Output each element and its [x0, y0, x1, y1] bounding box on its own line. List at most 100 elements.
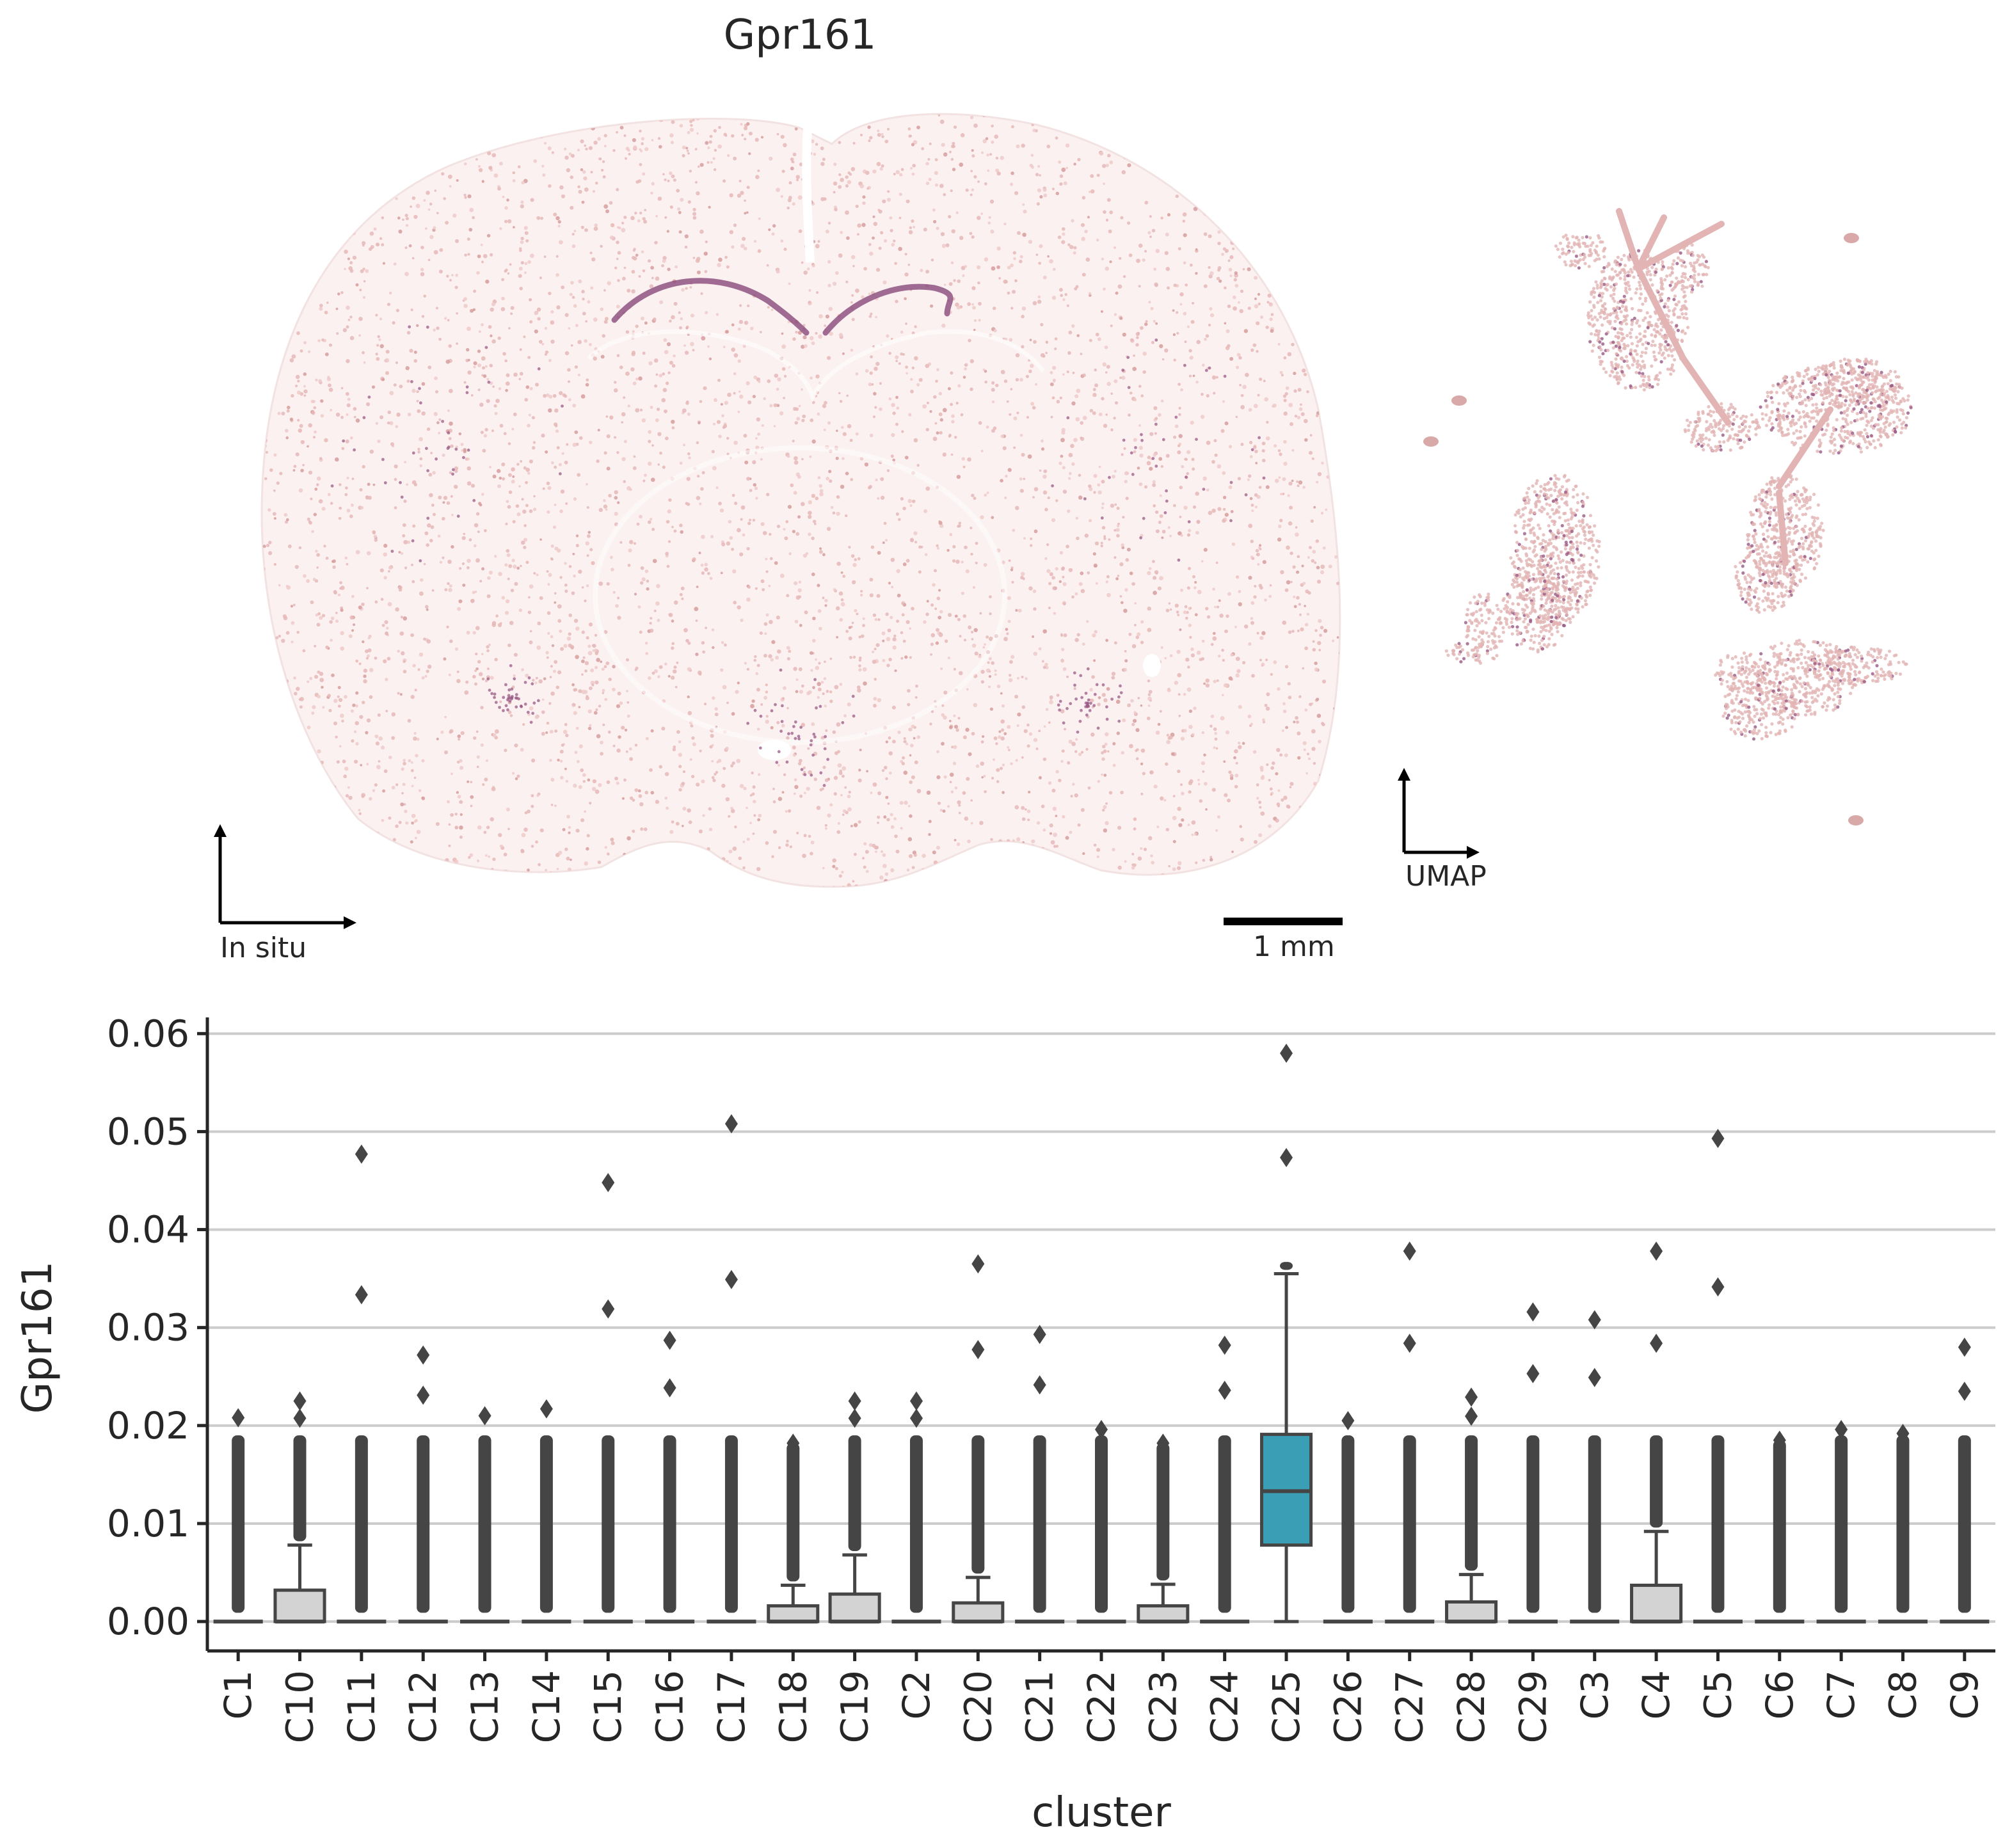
outlier-cluster — [232, 1435, 245, 1613]
x-tick-label: C15 — [586, 1670, 630, 1743]
outlier-cluster — [1711, 1435, 1725, 1613]
box-C14 — [522, 1399, 571, 1624]
box-C6 — [1755, 1430, 1805, 1624]
outlier-point — [1280, 1043, 1293, 1063]
outlier-point — [971, 1340, 985, 1360]
outlier-cluster — [539, 1435, 553, 1613]
box-C29 — [1508, 1302, 1558, 1624]
outlier-cluster — [1156, 1443, 1170, 1581]
box-C5 — [1693, 1129, 1743, 1624]
outlier-point — [1958, 1382, 1971, 1401]
iqr-box — [1630, 1583, 1683, 1623]
outlier-point — [478, 1406, 491, 1426]
x-tick-label: C16 — [648, 1670, 692, 1743]
outlier-point — [602, 1173, 615, 1193]
x-tick-label: C9 — [1943, 1670, 1986, 1719]
x-tick-label: C22 — [1080, 1670, 1123, 1743]
outlier-cluster — [1403, 1435, 1416, 1613]
x-tick-label: C4 — [1634, 1670, 1678, 1719]
outlier-point — [1526, 1302, 1540, 1322]
box-C22 — [1076, 1419, 1126, 1624]
x-tick-label: C11 — [340, 1670, 383, 1743]
box-C2 — [891, 1391, 941, 1624]
iqr-box — [767, 1604, 820, 1623]
y-axis-label: Gpr161 — [14, 1261, 61, 1414]
x-tick-label: C24 — [1203, 1670, 1247, 1743]
outlier-point — [293, 1408, 307, 1428]
box-C19 — [828, 1391, 881, 1624]
outlier-point — [1033, 1325, 1046, 1344]
outlier-point — [909, 1408, 923, 1428]
outlier-cluster — [602, 1435, 615, 1613]
x-tick-label: C19 — [833, 1670, 877, 1743]
outlier-point — [417, 1385, 430, 1405]
outlier-point — [1403, 1334, 1416, 1353]
outlier-point — [1095, 1419, 1108, 1439]
x-tick-label: C29 — [1511, 1670, 1554, 1743]
outlier-point — [724, 1270, 738, 1289]
box-C15 — [583, 1173, 633, 1624]
outlier-point — [786, 1433, 800, 1453]
outlier-point — [1711, 1129, 1725, 1149]
x-tick-label: C8 — [1881, 1670, 1924, 1719]
x-tick-label: C2 — [895, 1670, 938, 1719]
x-tick-label: C1 — [216, 1670, 260, 1719]
box-C16 — [645, 1330, 695, 1624]
outlier-point — [1835, 1419, 1848, 1439]
in-situ-scatter — [214, 113, 1343, 929]
y-tick-label: 0.04 — [107, 1208, 189, 1252]
outlier-point — [1650, 1334, 1663, 1353]
outlier-point — [355, 1285, 368, 1305]
outlier-point — [1896, 1424, 1910, 1444]
outlier-cluster — [1958, 1435, 1971, 1613]
outlier-point — [355, 1144, 368, 1164]
outlier-point — [293, 1391, 307, 1411]
iqr-box — [1445, 1600, 1498, 1623]
outlier-cluster — [663, 1435, 676, 1613]
outlier-cluster — [724, 1435, 738, 1613]
box-C8 — [1878, 1424, 1928, 1624]
outlier-point — [1218, 1335, 1231, 1355]
outlier-cluster — [1280, 1262, 1293, 1270]
outlier-point — [1465, 1406, 1478, 1426]
x-axis-label: cluster — [1032, 1789, 1171, 1836]
outlier-point — [602, 1299, 615, 1319]
x-tick-label: C12 — [401, 1670, 445, 1743]
outlier-point — [1526, 1364, 1540, 1383]
outlier-cluster — [1465, 1435, 1478, 1571]
outlier-cluster — [1896, 1435, 1910, 1613]
box-C27 — [1385, 1241, 1435, 1624]
outlier-point — [1465, 1387, 1478, 1407]
y-tick-label: 0.05 — [107, 1110, 189, 1153]
outlier-point — [971, 1254, 985, 1274]
box-C17 — [707, 1114, 756, 1624]
outlier-point — [1280, 1148, 1293, 1168]
outlier-point — [909, 1391, 923, 1411]
outlier-point — [1588, 1310, 1601, 1330]
outlier-cluster — [848, 1435, 861, 1551]
outlier-cluster — [1095, 1435, 1108, 1613]
outlier-cluster — [1341, 1435, 1355, 1613]
in-situ-axis-indicator — [214, 824, 356, 929]
x-tick-label: C26 — [1326, 1670, 1369, 1743]
y-tick-label: 0.02 — [107, 1404, 189, 1447]
x-tick-label: C5 — [1696, 1670, 1739, 1719]
outlier-cluster — [355, 1435, 368, 1613]
outlier-point — [1218, 1380, 1231, 1400]
box-C3 — [1570, 1310, 1620, 1624]
y-tick-label: 0.01 — [107, 1502, 189, 1545]
box-C24 — [1200, 1335, 1250, 1624]
box-C7 — [1816, 1419, 1866, 1624]
x-tick-label: C28 — [1449, 1670, 1493, 1743]
outlier-cluster — [1033, 1435, 1046, 1613]
outlier-cluster — [417, 1435, 430, 1613]
outlier-cluster — [1773, 1440, 1786, 1613]
x-tick-label: C6 — [1758, 1670, 1801, 1719]
box-C21 — [1015, 1325, 1065, 1624]
figure-title: Gpr161 — [723, 12, 877, 59]
outlier-point — [1403, 1241, 1416, 1261]
outlier-point — [1711, 1277, 1725, 1297]
x-tick-label: C27 — [1388, 1670, 1432, 1743]
